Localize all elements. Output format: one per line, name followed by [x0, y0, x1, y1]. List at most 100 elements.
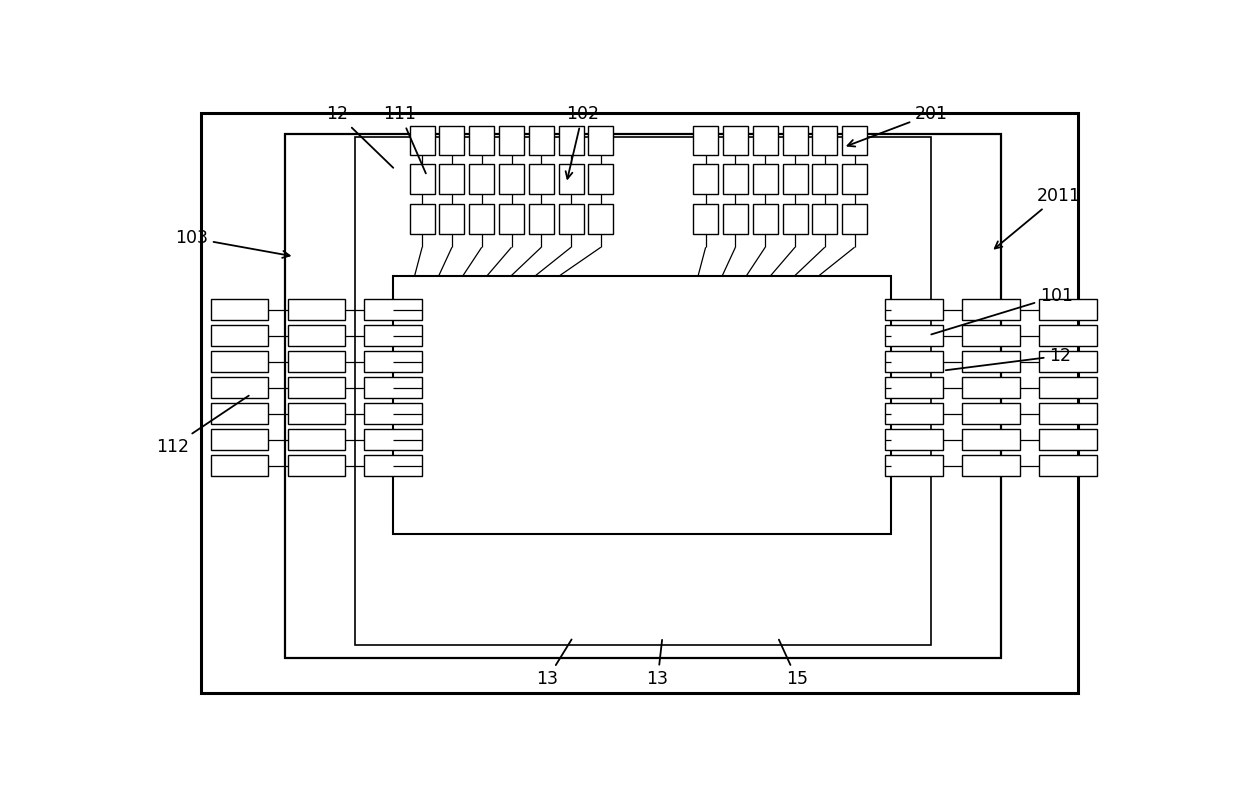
Bar	[528, 204, 554, 233]
Bar	[528, 164, 554, 194]
Bar	[211, 378, 268, 398]
Bar	[885, 378, 944, 398]
Bar	[211, 351, 268, 372]
Bar	[1039, 351, 1096, 372]
Text: 102: 102	[565, 105, 599, 179]
Bar	[301, 576, 986, 632]
Bar	[723, 164, 748, 194]
Bar	[439, 164, 465, 194]
Bar	[962, 403, 1019, 424]
Bar	[288, 456, 345, 476]
Bar	[1039, 429, 1096, 450]
Text: 103: 103	[175, 229, 290, 258]
Bar	[753, 164, 777, 194]
Bar	[693, 204, 718, 233]
Bar	[782, 204, 807, 233]
Bar	[469, 126, 495, 155]
Bar	[393, 533, 892, 558]
Text: 111: 111	[383, 105, 425, 173]
Bar	[288, 351, 345, 372]
Bar	[365, 299, 422, 320]
Bar	[355, 137, 931, 645]
Bar	[589, 164, 614, 194]
Bar	[842, 204, 867, 233]
Bar	[1039, 403, 1096, 424]
Bar	[782, 126, 807, 155]
Bar	[723, 204, 748, 233]
Bar	[559, 164, 584, 194]
Text: 201: 201	[848, 105, 949, 147]
Bar	[393, 276, 892, 534]
Text: 112: 112	[156, 396, 249, 456]
Bar	[498, 126, 525, 155]
Bar	[812, 164, 837, 194]
Bar	[1039, 325, 1096, 346]
Bar	[365, 325, 422, 346]
Text: 15: 15	[779, 640, 808, 688]
Bar	[211, 403, 268, 424]
Bar	[498, 164, 525, 194]
Bar	[285, 134, 1001, 658]
Bar	[211, 325, 268, 346]
Bar	[559, 204, 584, 233]
Text: 2011: 2011	[994, 187, 1080, 249]
Bar	[723, 126, 748, 155]
Bar	[842, 164, 867, 194]
Bar	[469, 204, 495, 233]
Bar	[365, 429, 422, 450]
Bar	[812, 126, 837, 155]
Text: 13: 13	[646, 640, 668, 688]
Bar	[365, 378, 422, 398]
Bar	[589, 126, 614, 155]
Bar	[498, 204, 525, 233]
Bar	[232, 543, 1054, 684]
Bar	[211, 299, 268, 320]
Bar	[288, 325, 345, 346]
Bar	[288, 429, 345, 450]
Bar	[885, 299, 944, 320]
Bar	[962, 325, 1019, 346]
Bar	[962, 299, 1019, 320]
Bar	[288, 299, 345, 320]
Bar	[409, 204, 435, 233]
Text: 12: 12	[946, 347, 1071, 370]
Bar	[753, 204, 777, 233]
Bar	[812, 204, 837, 233]
Bar	[211, 429, 268, 450]
Bar	[693, 126, 718, 155]
Bar	[962, 429, 1019, 450]
Bar	[962, 351, 1019, 372]
Text: 13: 13	[536, 639, 572, 688]
Bar	[782, 164, 807, 194]
Bar	[885, 351, 944, 372]
Bar	[1039, 299, 1096, 320]
Bar	[439, 126, 465, 155]
Bar	[409, 164, 435, 194]
Bar	[962, 456, 1019, 476]
Bar	[528, 126, 554, 155]
Bar	[559, 126, 584, 155]
Bar	[439, 204, 465, 233]
Bar	[365, 351, 422, 372]
Bar	[885, 325, 944, 346]
Text: 12: 12	[326, 105, 393, 167]
Bar	[589, 204, 614, 233]
Bar	[211, 456, 268, 476]
Bar	[693, 164, 718, 194]
Bar	[301, 632, 986, 671]
Text: 101: 101	[931, 287, 1073, 334]
Bar	[211, 532, 1075, 693]
Bar	[1039, 378, 1096, 398]
Bar	[409, 126, 435, 155]
Bar	[469, 164, 495, 194]
Bar	[1039, 456, 1096, 476]
Bar	[885, 403, 944, 424]
Bar	[365, 456, 422, 476]
Bar	[842, 126, 867, 155]
Bar	[753, 126, 777, 155]
Bar	[885, 456, 944, 476]
Bar	[288, 403, 345, 424]
Bar	[288, 378, 345, 398]
Bar	[885, 429, 944, 450]
Bar	[365, 403, 422, 424]
